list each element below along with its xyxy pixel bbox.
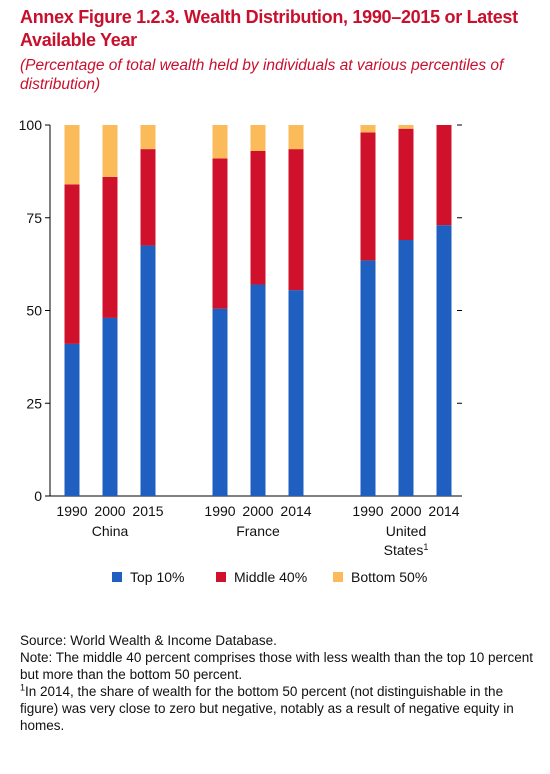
y-tick-label: 25	[26, 395, 42, 411]
bar-segment-bottom-50	[64, 125, 80, 185]
x-tick-label: 2014	[280, 503, 311, 519]
group-label-line1: United	[386, 523, 426, 539]
bar-segment-top-10	[102, 317, 118, 496]
bar-segment-middle-40	[250, 150, 266, 285]
bar-segment-bottom-50	[102, 125, 118, 177]
legend-label: Middle 40%	[234, 569, 307, 585]
y-tick-label: 0	[34, 488, 42, 504]
x-tick-label: 2000	[94, 503, 125, 519]
bar-segment-middle-40	[64, 184, 80, 344]
legend-label: Bottom 50%	[351, 569, 427, 585]
source-note: Source: World Wealth & Income Database.	[20, 633, 277, 648]
bar-segment-bottom-50	[212, 125, 228, 159]
y-tick-label: 75	[26, 210, 42, 226]
bar-segment-middle-40	[288, 149, 304, 291]
x-tick-label: 1990	[352, 503, 383, 519]
x-tick-label: 2000	[242, 503, 273, 519]
bar-segment-top-10	[140, 245, 156, 496]
bar-segment-top-10	[398, 240, 414, 496]
x-tick-label: 1990	[204, 503, 235, 519]
footnote-mark: 1	[20, 682, 26, 693]
bar-segment-top-10	[288, 290, 304, 496]
group-label: France	[236, 523, 280, 539]
legend-swatch	[112, 572, 122, 582]
figure-notes: Source: World Wealth & Income Database. …	[20, 632, 535, 734]
bar-segment-top-10	[212, 308, 228, 496]
footnote-text: In 2014, the share of wealth for the bot…	[20, 684, 514, 733]
group-label-sup: 1	[423, 542, 428, 552]
y-tick-label: 50	[26, 303, 42, 319]
bar-segment-bottom-50	[398, 125, 414, 129]
bar-segment-top-10	[250, 284, 266, 496]
bar-segment-bottom-50	[140, 125, 156, 150]
x-tick-label: 1990	[56, 503, 87, 519]
figure-title: Annex Figure 1.2.3. Wealth Distribution,…	[20, 7, 518, 50]
bar-segment-bottom-50	[360, 125, 376, 133]
bar-segment-middle-40	[436, 125, 452, 226]
group-label-line2: States1	[384, 542, 429, 558]
group-label: China	[92, 523, 129, 539]
footnote: 1In 2014, the share of wealth for the bo…	[20, 683, 535, 734]
x-tick-label: 2015	[132, 503, 163, 519]
legend-label: Top 10%	[130, 569, 184, 585]
x-tick-label: 2014	[428, 503, 459, 519]
bar-segment-top-10	[64, 343, 80, 496]
bar-segment-middle-40	[398, 128, 414, 241]
figure-subtitle: (Percentage of total wealth held by indi…	[20, 57, 504, 93]
bar-segment-middle-40	[140, 149, 156, 246]
bar-segment-top-10	[360, 260, 376, 496]
bar-segment-middle-40	[102, 176, 118, 318]
y-tick-label: 100	[19, 117, 43, 133]
bar-segment-top-10	[436, 225, 452, 497]
x-tick-label: 2000	[390, 503, 421, 519]
legend-swatch	[333, 572, 343, 582]
bar-segment-middle-40	[212, 158, 228, 309]
bar-segment-bottom-50	[250, 125, 266, 151]
explanatory-note: Note: The middle 40 percent comprises th…	[20, 650, 534, 682]
legend-swatch	[216, 572, 226, 582]
bar-segment-bottom-50	[288, 125, 304, 150]
bar-segment-middle-40	[360, 132, 376, 261]
